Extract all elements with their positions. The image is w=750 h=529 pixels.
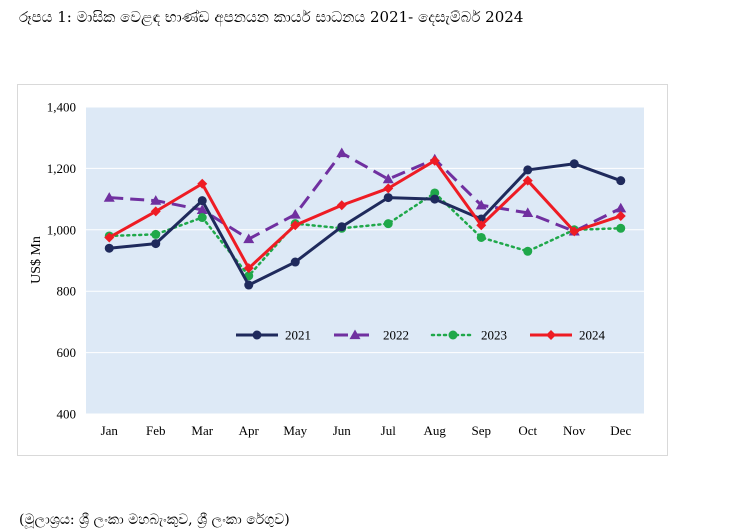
data-point-2023 — [616, 223, 626, 233]
data-point-2022 — [196, 204, 208, 214]
data-point-2022 — [243, 233, 255, 244]
data-point-2023 — [197, 213, 207, 223]
x-tick-label: Dec — [610, 423, 631, 438]
x-tick-label: Jun — [333, 423, 352, 438]
figure-caption: රූපය 1: මාසික වෙළඳ භාණ්ඩ අපනයන කාර්ය සාධ… — [19, 8, 524, 26]
data-point-2024 — [476, 220, 487, 231]
legend-label: 2021 — [285, 328, 311, 343]
data-point-2024 — [150, 206, 161, 217]
data-point-2024 — [569, 226, 580, 237]
y-axis-title: US$ Mn — [29, 236, 44, 284]
series-2024 — [104, 155, 626, 274]
x-tick-label: Aug — [424, 423, 447, 438]
y-tick-label: 400 — [57, 407, 77, 422]
data-point-2024 — [336, 200, 347, 211]
data-point-2024 — [243, 263, 254, 274]
data-point-2022 — [522, 207, 534, 218]
legend-item-2022: 2022 — [334, 328, 409, 343]
data-point-2023 — [476, 232, 486, 242]
data-point-2023 — [383, 219, 393, 229]
y-tick-label: 1,200 — [47, 161, 76, 176]
legend-marker — [448, 330, 458, 340]
y-tick-label: 1,000 — [47, 222, 76, 237]
x-tick-label: Feb — [146, 423, 166, 438]
series-line-2024 — [108, 159, 622, 270]
data-point-2021 — [616, 176, 626, 186]
data-point-2021 — [337, 222, 347, 232]
series-line-2021 — [109, 162, 622, 287]
x-tick-label: Oct — [518, 423, 537, 438]
data-point-2021 — [244, 280, 254, 290]
data-point-2021 — [104, 243, 114, 253]
source-note: (මූලාශ්‍රය: ශ්‍රී ලංකා මහබැංකුව, ශ්‍රී ල… — [19, 512, 290, 528]
data-point-2021 — [430, 194, 440, 204]
x-tick-label: May — [283, 423, 307, 438]
series-line-2023 — [108, 191, 622, 278]
data-point-2023 — [151, 229, 161, 239]
legend-label: 2023 — [481, 328, 507, 343]
data-point-2024 — [615, 210, 626, 221]
data-point-2022 — [289, 208, 301, 219]
data-point-2021 — [383, 193, 393, 203]
chart-frame: US$ Mn 400 600 800 1,000 1,200 1,400 Jan Feb Mar… — [17, 84, 668, 456]
data-point-2024 — [383, 183, 394, 194]
line-chart: US$ Mn 400 600 800 1,000 1,200 1,400 Jan Feb Mar… — [29, 100, 644, 438]
data-point-2022 — [615, 202, 627, 213]
legend-label: 2022 — [383, 328, 409, 343]
y-tick-label: 1,400 — [47, 100, 76, 115]
data-point-2022 — [150, 195, 162, 205]
legend-item-2023: 2023 — [430, 328, 507, 343]
y-tick-label: 600 — [57, 345, 77, 360]
data-point-2024 — [104, 232, 115, 243]
y-tick-label: 800 — [57, 284, 77, 299]
data-point-2022 — [103, 192, 115, 202]
data-point-2022 — [475, 199, 487, 210]
legend-item-2021: 2021 — [236, 328, 311, 343]
data-point-2024 — [197, 178, 208, 189]
data-point-2021 — [151, 239, 161, 249]
x-tick-label: Jul — [381, 423, 397, 438]
x-tick-label: Jan — [101, 423, 119, 438]
plot-area — [86, 107, 644, 414]
legend-marker — [546, 330, 556, 340]
x-tick-label: Nov — [563, 423, 586, 438]
legend-item-2024: 2024 — [530, 328, 606, 343]
data-point-2022 — [336, 147, 348, 158]
x-tick-label: Mar — [191, 423, 213, 438]
data-point-2021 — [523, 165, 533, 175]
data-point-2023 — [523, 246, 533, 256]
data-point-2021 — [290, 257, 300, 267]
series-2021 — [104, 159, 626, 290]
x-tick-label: Apr — [239, 423, 260, 438]
data-point-2022 — [382, 173, 394, 184]
data-point-2024 — [429, 155, 440, 166]
legend-marker — [349, 329, 361, 340]
x-tick-label: Sep — [472, 423, 492, 438]
data-point-2021 — [197, 196, 207, 206]
data-point-2024 — [522, 175, 533, 186]
data-point-2024 — [290, 220, 301, 231]
legend-label: 2024 — [579, 328, 606, 343]
data-point-2021 — [569, 159, 579, 169]
legend-marker — [252, 330, 262, 340]
